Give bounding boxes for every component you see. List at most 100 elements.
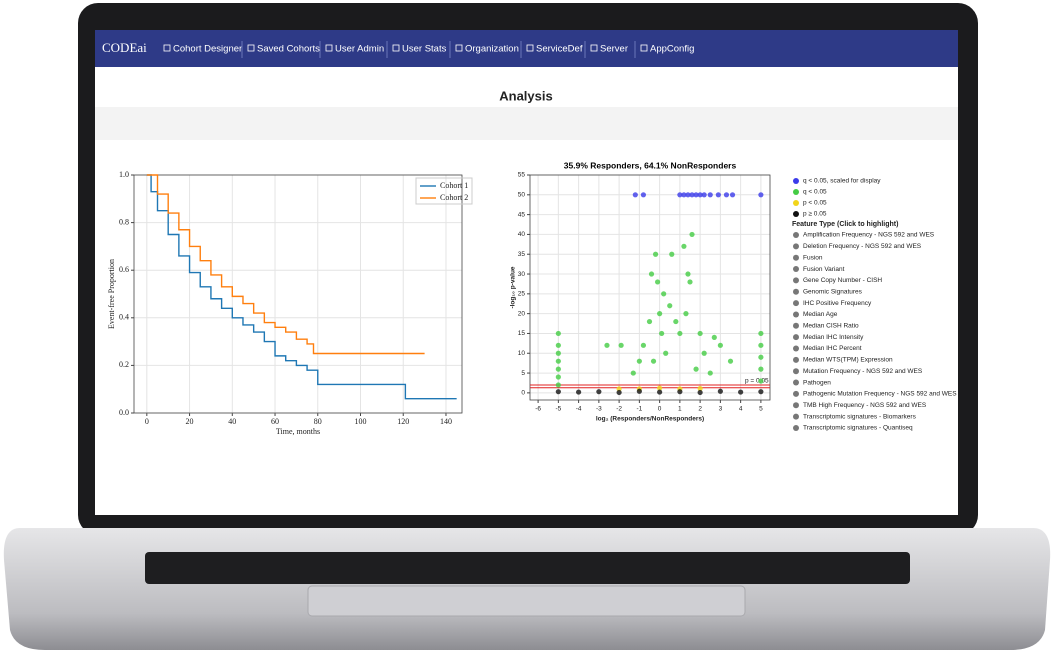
x-axis-label: Time, months	[276, 427, 320, 436]
x-tick-label: 1	[678, 406, 682, 413]
feature-dot[interactable]	[793, 243, 799, 250]
point	[685, 271, 691, 277]
feature-item[interactable]: Median IHC Intensity	[803, 334, 864, 341]
feature-item[interactable]: Median WTS(TPM) Expression	[803, 357, 893, 364]
feature-dot[interactable]	[793, 277, 799, 284]
point	[654, 279, 661, 285]
nav-icon	[640, 44, 648, 52]
point	[738, 389, 744, 395]
point	[652, 251, 659, 257]
nav-item[interactable]: User Admin	[335, 44, 384, 55]
nav-item[interactable]: Cohort Designer	[173, 44, 242, 55]
feature-dot[interactable]	[793, 311, 799, 318]
nav-icon	[590, 44, 598, 52]
point	[657, 389, 663, 395]
feature-item[interactable]: Fusion	[803, 254, 823, 261]
x-axis-label: log₂ (Responders/NonResponders)	[596, 416, 704, 423]
point	[640, 342, 647, 348]
x-tick-label: -2	[616, 406, 622, 413]
point	[555, 330, 561, 337]
feature-item[interactable]: Pathogen	[803, 379, 831, 386]
nav-item[interactable]: User Stats	[402, 44, 447, 55]
feature-item[interactable]: Mutation Frequency - NGS 592 and WES	[803, 368, 923, 375]
plot-frame	[133, 174, 463, 414]
feature-item[interactable]: Genomic Signatures	[803, 288, 863, 295]
feature-dot[interactable]	[793, 266, 799, 273]
y-tick-label: 10	[518, 350, 526, 357]
feature-item[interactable]: Transcriptomic signatures - Quantiseq	[803, 425, 913, 432]
nav-item[interactable]: ServiceDef	[536, 44, 583, 55]
point	[758, 330, 764, 337]
point	[697, 389, 703, 396]
point	[707, 370, 713, 376]
point	[711, 334, 717, 341]
trackpad	[307, 585, 746, 617]
feature-item[interactable]: Median Age	[803, 311, 838, 318]
feature-item[interactable]: Pathogenic Mutation Frequency - NGS 592 …	[803, 391, 957, 398]
y-tick-label: 20	[518, 310, 526, 317]
feature-item[interactable]: TMB High Frequency - NGS 592 and WES	[803, 402, 927, 409]
point	[630, 370, 636, 376]
nav-icon	[325, 44, 333, 52]
feature-dot[interactable]	[793, 232, 799, 238]
feature-dot[interactable]	[793, 390, 799, 397]
feature-dot[interactable]	[793, 300, 799, 307]
feature-item[interactable]: Amplification Frequency - NGS 592 and WE…	[803, 232, 935, 239]
nav-item[interactable]: Saved Cohorts	[257, 44, 320, 55]
x-tick-label: 100	[355, 417, 367, 426]
feature-dot[interactable]	[793, 379, 799, 386]
feature-item[interactable]: Deletion Frequency - NGS 592 and WES	[803, 243, 922, 250]
point	[758, 354, 764, 360]
feature-dot[interactable]	[793, 345, 799, 352]
x-tick-label: 20	[186, 417, 194, 426]
feature-dot[interactable]	[793, 424, 799, 431]
point	[758, 378, 764, 384]
x-tick-label: 4	[739, 406, 743, 413]
km-curve	[146, 174, 457, 400]
y-tick-label: 0.8	[119, 217, 129, 226]
feature-dot[interactable]	[793, 356, 799, 363]
point	[701, 350, 707, 356]
feature-item[interactable]: Fusion Variant	[803, 266, 845, 273]
feature-dot[interactable]	[793, 288, 799, 295]
x-tick-label: 3	[719, 406, 723, 413]
point	[677, 389, 683, 395]
feature-item[interactable]: Median IHC Percent	[803, 345, 862, 352]
nav-item[interactable]: Server	[600, 44, 628, 55]
feature-item[interactable]: IHC Positive Frequency	[803, 300, 872, 307]
point	[697, 330, 703, 337]
feature-dot[interactable]	[793, 254, 799, 261]
keyboard	[145, 552, 910, 584]
nav-item[interactable]: Organization	[465, 44, 519, 55]
annotation: p = 0.05	[745, 378, 769, 385]
point	[758, 366, 764, 372]
point	[717, 342, 723, 348]
y-tick-label: 25	[518, 291, 526, 298]
nav-item[interactable]: AppConfig	[650, 44, 694, 55]
chart-title: 35.9% Responders, 64.1% NonResponders	[564, 160, 737, 170]
x-tick-label: 2	[698, 406, 702, 413]
x-tick-label: 0	[658, 406, 662, 413]
y-tick-label: 0.0	[119, 408, 129, 417]
feature-item[interactable]: Transcriptomic signatures - Biomarkers	[803, 413, 917, 420]
feature-item[interactable]: Gene Copy Number - CISH	[803, 277, 882, 284]
legend-box	[415, 177, 473, 205]
feature-dot[interactable]	[793, 413, 799, 420]
point	[657, 311, 663, 317]
feature-dot[interactable]	[793, 368, 799, 375]
point	[727, 358, 734, 364]
feature-dot[interactable]	[793, 402, 799, 409]
point	[646, 318, 653, 325]
point	[555, 350, 561, 356]
y-tick-label: 0.4	[119, 313, 129, 322]
brand[interactable]: CODEai	[102, 40, 147, 55]
feature-dot[interactable]	[793, 334, 799, 341]
y-axis-label: -log₁₀ p-value	[510, 266, 517, 308]
feature-dot[interactable]	[793, 322, 799, 329]
point	[616, 386, 622, 392]
point	[758, 192, 764, 198]
point	[677, 192, 683, 198]
point	[701, 192, 707, 198]
feature-item[interactable]: Median CISH Ratio	[803, 323, 859, 330]
